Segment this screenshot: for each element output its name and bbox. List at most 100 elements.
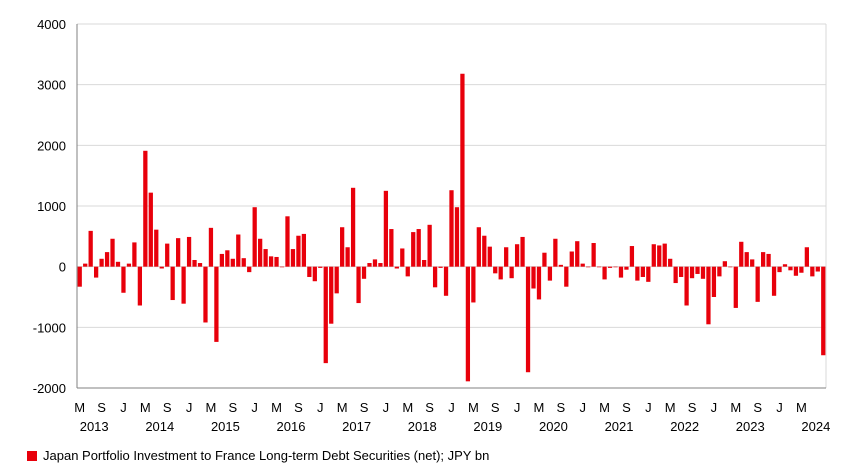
bar [815,266,820,272]
x-tick-label: S [294,400,303,415]
bar [700,266,706,279]
x-tick-label: S [557,400,566,415]
bar [432,266,438,288]
x-tick-label: M [468,400,479,415]
bar [536,266,542,300]
y-tick-label: 4000 [37,17,66,32]
bar [361,266,367,279]
bar [329,266,334,324]
y-tick-label: 0 [59,260,66,275]
x-tick-label: S [97,400,106,415]
bar [476,227,481,267]
bar [558,264,563,267]
bar [159,266,164,269]
bar [132,242,137,267]
y-tick-label: 2000 [37,138,66,153]
bar [225,250,230,267]
bar [766,253,771,267]
bar [733,266,738,308]
bar [722,261,727,267]
bar [717,266,722,277]
bar [771,266,777,296]
bar [154,229,159,267]
year-label: 2019 [473,419,502,434]
bar [547,266,553,281]
x-tick-label: M [599,400,610,415]
bar [788,266,793,271]
bar [99,258,104,267]
bar [263,249,268,267]
x-tick-label: J [186,400,193,415]
y-tick-label: -2000 [33,381,66,396]
year-label: 2014 [145,419,174,434]
bar [618,266,624,278]
x-tick-label: S [425,400,434,415]
bar [334,266,339,294]
x-tick-label: S [688,400,697,415]
bar [137,266,142,306]
bar [230,258,235,267]
bar [761,252,766,267]
x-tick-label: M [730,400,741,415]
y-tick-label: -1000 [33,320,66,335]
x-tick-label: J [579,400,586,415]
bar [247,266,252,273]
year-label: 2017 [342,419,371,434]
bar-series [77,73,826,382]
bar [143,150,148,267]
bar [482,235,487,267]
x-tick-label: J [711,400,718,415]
bar [591,243,596,267]
bar [514,244,520,267]
bar [728,266,733,268]
bar [350,187,356,267]
bar [602,266,607,280]
bar [613,266,618,268]
bar [821,266,826,356]
bar [531,266,536,289]
year-label: 2024 [801,419,830,434]
bar [646,266,651,282]
bar [236,234,241,267]
x-tick-label: S [753,400,762,415]
bar [596,266,602,268]
year-label: 2020 [539,419,568,434]
bar [422,259,427,267]
bar [695,266,700,274]
bar [394,266,399,269]
bar [279,266,285,268]
bar [487,246,492,267]
bar [755,266,760,302]
year-label: 2018 [408,419,437,434]
x-tick-label: J [645,400,652,415]
bar [564,266,569,287]
bar [689,266,695,279]
bar [662,243,667,267]
bar [493,266,498,274]
x-tick-label: J [448,400,455,415]
bar [405,266,410,277]
bar [799,266,804,273]
bar [624,266,629,270]
x-tick-label: J [317,400,324,415]
bar [88,230,93,267]
bar [782,264,788,267]
bar [372,259,378,267]
x-tick-label: S [228,400,237,415]
bar [214,266,219,342]
bar [706,266,711,325]
bar [378,263,383,267]
bar [498,266,503,280]
bar [586,266,591,268]
x-tick-label: M [337,400,348,415]
bar [176,238,181,267]
bar [296,235,301,267]
bar [121,266,126,293]
bar [285,216,290,267]
bar [219,253,225,267]
bar [345,247,350,267]
bar [569,251,574,267]
bar [318,266,323,268]
y-tick-label: 1000 [37,199,66,214]
